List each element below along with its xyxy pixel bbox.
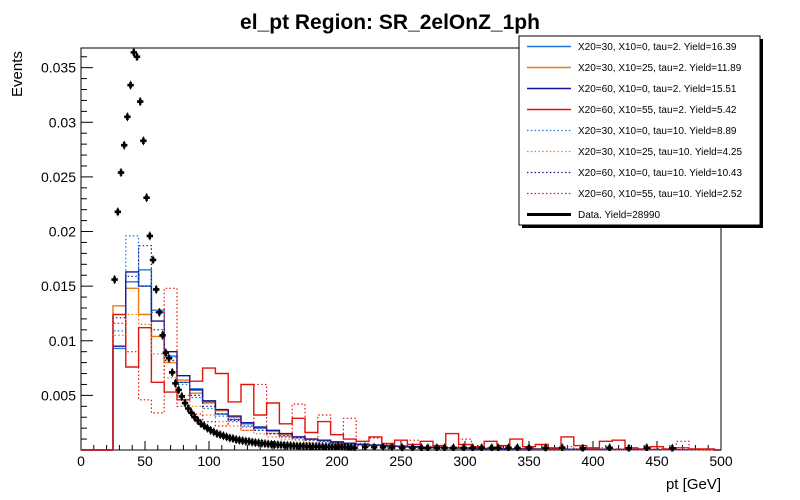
- legend-label: X20=30, X10=0, tau=2. Yield=16.39: [578, 42, 737, 53]
- legend-entry: Data. Yield=28990: [527, 210, 660, 221]
- data-marker: [117, 169, 125, 176]
- legend-entry: X20=60, X10=55, tau=10. Yield=2.52: [527, 189, 742, 200]
- data-marker: [169, 369, 176, 376]
- data-marker: [433, 444, 441, 452]
- data-marker: [478, 444, 485, 452]
- legend-entry: X20=30, X10=0, tau=2. Yield=16.39: [527, 42, 737, 53]
- data-marker: [643, 444, 650, 452]
- plot-area: 0 50 100 150 200 250 300 350 400 450 500 0.005 0.01 0…: [41, 47, 733, 469]
- data-marker: [121, 142, 128, 149]
- data-points: [111, 48, 676, 452]
- data-marker: [178, 393, 185, 400]
- x-tick-label: 200: [325, 453, 349, 469]
- legend-label: X20=30, X10=0, tau=10. Yield=8.89: [578, 126, 737, 137]
- data-marker: [188, 409, 195, 417]
- data-marker: [133, 53, 141, 60]
- data-marker: [370, 443, 378, 451]
- legend-entry: X20=60, X10=0, tau=10. Yield=10.43: [527, 168, 742, 179]
- data-marker: [579, 445, 586, 452]
- data-marker: [140, 137, 147, 145]
- data-marker: [137, 98, 144, 105]
- data-marker: [111, 276, 118, 283]
- series-path-5: [81, 313, 721, 451]
- legend-entry: X20=30, X10=0, tau=10. Yield=8.89: [527, 126, 737, 137]
- data-marker: [469, 444, 476, 452]
- x-tick-label: 100: [197, 453, 221, 469]
- legend-label: X20=30, X10=25, tau=2. Yield=11.89: [578, 63, 742, 74]
- data-marker: [450, 444, 457, 452]
- y-tick-label: 0.005: [41, 387, 76, 403]
- data-marker: [505, 444, 512, 452]
- series-path-7: [81, 287, 721, 451]
- x-tick-label: 300: [453, 453, 477, 469]
- data-marker: [514, 444, 521, 452]
- data-marker: [460, 444, 467, 452]
- legend-label: X20=60, X10=55, tau=10. Yield=2.52: [578, 189, 742, 200]
- data-marker: [625, 445, 633, 452]
- data-marker: [175, 386, 182, 394]
- data-marker: [143, 194, 150, 201]
- x-axis-title: pt [GeV]: [666, 476, 721, 493]
- y-tick-label: 0.03: [49, 114, 76, 130]
- data-marker: [146, 232, 153, 240]
- data-marker: [525, 444, 533, 452]
- data-marker: [185, 405, 192, 412]
- data-marker: [156, 309, 163, 316]
- data-marker: [114, 208, 121, 216]
- data-marker: [418, 444, 425, 452]
- legend-entry: X20=30, X10=25, tau=2. Yield=11.89: [527, 63, 742, 74]
- data-marker: [361, 443, 369, 451]
- y-axis-title: Events: [9, 51, 26, 97]
- data-marker: [409, 444, 416, 452]
- data-marker: [162, 349, 169, 356]
- x-tick-label: 250: [389, 453, 413, 469]
- legend-label: X20=60, X10=0, tau=2. Yield=15.51: [578, 84, 737, 95]
- data-marker: [559, 444, 566, 452]
- legend-label: X20=30, X10=25, tau=10. Yield=4.25: [578, 147, 742, 158]
- data-marker: [127, 81, 134, 89]
- data-marker: [159, 332, 166, 339]
- legend-entry: X20=30, X10=25, tau=10. Yield=4.25: [527, 147, 742, 158]
- x-tick-label: 50: [137, 453, 153, 469]
- page-title: el_pt Region: SR_2elOnZ_1ph: [240, 11, 540, 34]
- data-marker: [488, 444, 496, 452]
- data-marker: [172, 380, 179, 387]
- data-marker: [606, 444, 613, 452]
- x-tick-label: 0: [77, 453, 85, 469]
- data-marker: [130, 49, 137, 56]
- x-tick-label: 150: [261, 453, 285, 469]
- data-marker: [351, 444, 358, 451]
- data-marker: [399, 444, 406, 452]
- data-marker: [153, 286, 160, 293]
- x-tick-label: 400: [581, 453, 605, 469]
- y-tick-label: 0.025: [41, 169, 76, 185]
- data-marker: [388, 444, 396, 451]
- legend-label: X20=60, X10=55, tau=2. Yield=5.42: [578, 105, 737, 116]
- legend-label: Data. Yield=28990: [578, 210, 660, 221]
- legend-entry: X20=60, X10=0, tau=2. Yield=15.51: [527, 84, 737, 95]
- data-marker: [441, 444, 448, 452]
- legend-entry: X20=60, X10=55, tau=2. Yield=5.42: [527, 105, 737, 116]
- y-tick-label: 0.035: [41, 60, 76, 76]
- data-marker: [669, 445, 676, 452]
- data-marker: [542, 444, 549, 452]
- data-marker: [165, 355, 173, 362]
- data-marker: [124, 113, 131, 121]
- data-marker: [495, 444, 502, 452]
- data-marker: [379, 444, 387, 451]
- x-tick-label: 500: [709, 453, 733, 469]
- legend-label: X20=60, X10=0, tau=10. Yield=10.43: [578, 168, 742, 179]
- y-tick-label: 0.015: [41, 278, 76, 294]
- data-marker: [424, 444, 432, 452]
- legend-box: X20=30, X10=0, tau=2. Yield=16.39 X20=30,…: [518, 35, 763, 228]
- series-path-6: [81, 245, 721, 451]
- y-tick-label: 0.01: [49, 333, 76, 349]
- y-tick-label: 0.02: [49, 224, 76, 240]
- x-tick-label: 350: [517, 453, 541, 469]
- data-marker: [181, 399, 189, 407]
- x-tick-label: 450: [645, 453, 669, 469]
- data-marker: [149, 256, 157, 264]
